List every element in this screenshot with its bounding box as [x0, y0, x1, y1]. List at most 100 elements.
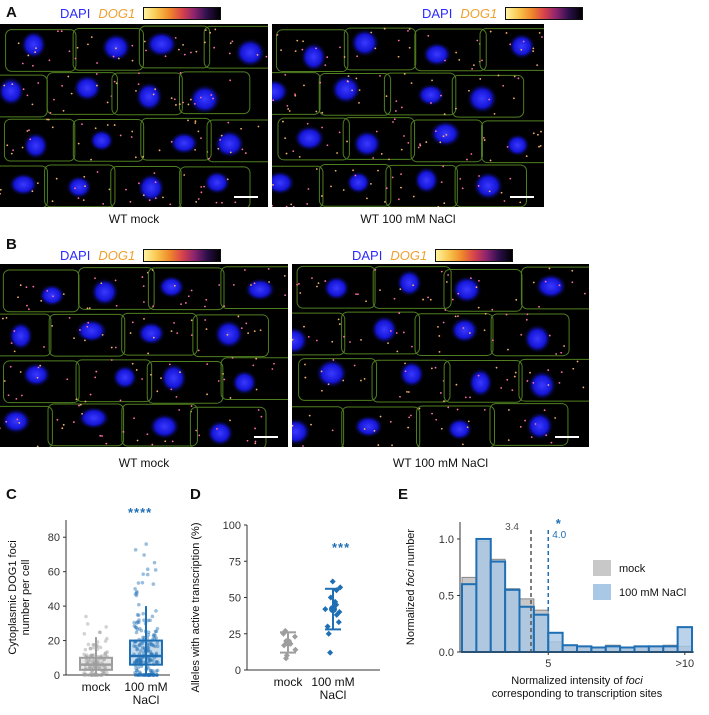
foci-dot: [101, 435, 103, 437]
data-point: [140, 673, 144, 677]
bar-nacl: [647, 645, 665, 653]
foci-dot: [439, 392, 442, 394]
y-tick-label: 60: [48, 567, 60, 579]
foci-dot: [294, 93, 296, 96]
foci-dot: [431, 79, 433, 82]
data-point: [133, 592, 138, 596]
cell-outline: [3, 360, 80, 404]
foci-dot: [558, 381, 561, 384]
foci-dot: [21, 146, 24, 149]
foci-dot: [237, 315, 240, 318]
foci-dot: [455, 51, 458, 54]
cell-outline: [47, 403, 125, 447]
gene-legend-label: DOG1: [390, 248, 428, 263]
foci-dot: [400, 106, 403, 109]
foci-dot: [383, 27, 386, 30]
foci-dot: [240, 327, 243, 330]
data-point: [103, 665, 108, 669]
foci-dot: [217, 380, 220, 382]
gene-legend-label: DOG1: [98, 6, 136, 21]
data-point: [149, 672, 153, 676]
foci-dot: [190, 51, 192, 54]
panel-b-legend-left: DAPI DOG1: [60, 248, 222, 263]
bar-nacl: [475, 537, 492, 653]
foci-dot: [271, 368, 274, 370]
foci-dot: [445, 133, 448, 136]
foci-dot: [184, 302, 187, 304]
data-point: [153, 568, 158, 572]
foci-dot: [190, 405, 193, 407]
foci-dot: [321, 126, 323, 129]
foci-dot: [19, 371, 22, 373]
foci-dot: [183, 174, 186, 176]
foci-dot: [96, 62, 98, 64]
foci-dot: [46, 289, 49, 292]
foci-dot: [53, 98, 55, 101]
cell-outline: [343, 27, 417, 71]
foci-dot: [385, 95, 388, 98]
data-point: [147, 673, 152, 677]
data-point: [134, 660, 138, 664]
nucleus: [353, 415, 384, 438]
foci-dot: [134, 156, 137, 159]
foci-dot: [173, 321, 175, 324]
data-point: [147, 642, 152, 647]
foci-dot: [379, 74, 381, 77]
foci-dot: [141, 378, 144, 380]
bar-nacl: [532, 613, 550, 654]
foci-dot: [182, 101, 184, 104]
data-point: [140, 580, 145, 585]
cell-outline: [272, 72, 321, 115]
foci-dot: [0, 192, 1, 195]
foci-dot: [443, 202, 446, 205]
foci-dot: [241, 148, 244, 151]
data-point: [89, 671, 93, 676]
foci-dot: [105, 442, 108, 445]
panel-a-legend-left: DAPI DOG1: [60, 6, 222, 21]
data-point: [146, 673, 151, 677]
significance-e: *: [556, 516, 562, 531]
gene-legend-label: DOG1: [460, 6, 498, 21]
foci-dot: [243, 269, 246, 271]
foci-dot: [51, 324, 54, 327]
foci-dot: [17, 42, 20, 45]
nucleus: [450, 317, 479, 344]
foci-dot: [511, 389, 514, 392]
foci-dot: [149, 373, 152, 376]
foci-dot: [439, 141, 442, 144]
foci-dot: [419, 143, 421, 146]
foci-dot: [146, 433, 149, 436]
foci-dot: [461, 187, 464, 190]
foci-dot: [488, 98, 491, 101]
foci-dot: [200, 191, 203, 194]
data-point: [153, 633, 157, 638]
data-point: [146, 633, 151, 637]
cell-outline: [443, 269, 523, 312]
nucleus: [370, 315, 398, 344]
foci-dot: [37, 82, 40, 84]
foci-dot: [435, 418, 438, 421]
x-tick-label: 100 mM: [124, 680, 167, 694]
cell-outline: [410, 119, 483, 163]
nucleus: [8, 172, 39, 196]
foci-dot: [79, 329, 81, 331]
data-point: [150, 614, 155, 619]
data-point: [139, 673, 144, 677]
foci-dot: [442, 165, 445, 168]
foci-dot: [554, 417, 557, 419]
data-point: [154, 651, 159, 656]
foci-dot: [170, 388, 173, 391]
data-point: [134, 658, 139, 662]
foci-dot: [315, 339, 318, 342]
foci-dot: [524, 419, 526, 422]
bar-nacl: [662, 645, 679, 653]
cell-outline: [277, 117, 350, 161]
foci-dot: [484, 312, 487, 315]
foci-dot: [142, 194, 145, 197]
foci-dot: [482, 136, 485, 139]
bar-nacl: [619, 646, 636, 653]
foci-dot: [326, 144, 329, 147]
panel-e-label: E: [398, 486, 409, 503]
data-point: [283, 655, 290, 662]
foci-dot: [404, 370, 407, 373]
